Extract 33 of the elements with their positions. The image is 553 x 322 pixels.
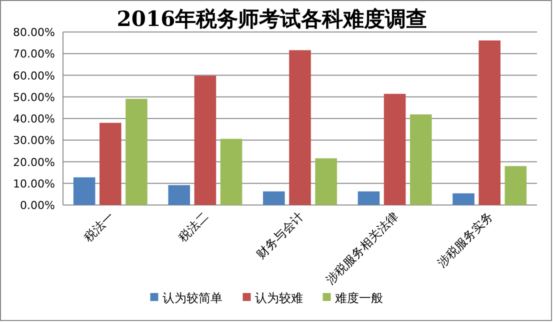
bar: [168, 185, 190, 205]
x-tick-label: 税法一: [81, 209, 117, 245]
x-tick-label: 涉税服务实务: [434, 209, 496, 270]
y-tick-label: 20.00%: [13, 156, 55, 169]
y-tick-label: 70.00%: [13, 48, 55, 61]
bar: [358, 191, 380, 205]
y-tick-label: 40.00%: [13, 112, 55, 126]
bar: [452, 193, 474, 205]
legend-label: 难度一般: [334, 291, 383, 305]
bar: [220, 138, 242, 205]
bar: [504, 166, 527, 205]
chart-title: 2016年税务师考试各科难度调查: [116, 6, 428, 31]
bar: [315, 158, 337, 205]
bar: [263, 191, 285, 205]
legend-label: 认为较简单: [162, 291, 222, 305]
bar: [410, 114, 432, 205]
y-tick-label: 60.00%: [13, 69, 55, 82]
bar: [384, 94, 406, 205]
bar: [478, 40, 500, 205]
bar: [100, 122, 122, 205]
bar: [126, 98, 148, 205]
y-tick-label: 50.00%: [13, 90, 55, 104]
y-tick-label: 0.00%: [20, 199, 55, 212]
legend-label: 认为较难: [254, 291, 303, 305]
y-tick-label: 10.00%: [13, 177, 55, 190]
y-tick-label: 80.00%: [13, 26, 55, 39]
bar: [73, 177, 96, 205]
bar: [289, 50, 311, 205]
x-tick-label: 税法二: [176, 209, 212, 245]
bar: [194, 76, 216, 205]
x-tick-label: 财务与会计: [254, 209, 306, 262]
x-tick-label: 涉税服务相关法律: [323, 209, 401, 288]
y-tick-label: 30.00%: [13, 134, 55, 148]
